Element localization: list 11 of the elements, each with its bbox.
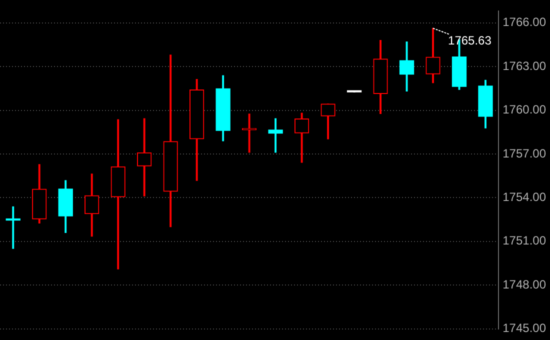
y-tick-label: 1757.00 [502,146,546,160]
candlestick [6,206,20,249]
annotation: 1765.63 [448,34,492,48]
candlestick [268,118,283,153]
y-tick-label: 1763.00 [502,58,546,73]
y-tick-label: 1745.00 [502,321,546,336]
y-tick-label: 1751.00 [502,234,546,248]
y-tick-label: 1760.00 [502,102,546,117]
y-tick-label: 1766.00 [502,15,546,30]
y-tick-label: 1748.00 [502,277,546,292]
y-tick-label: 1754.00 [502,190,546,204]
